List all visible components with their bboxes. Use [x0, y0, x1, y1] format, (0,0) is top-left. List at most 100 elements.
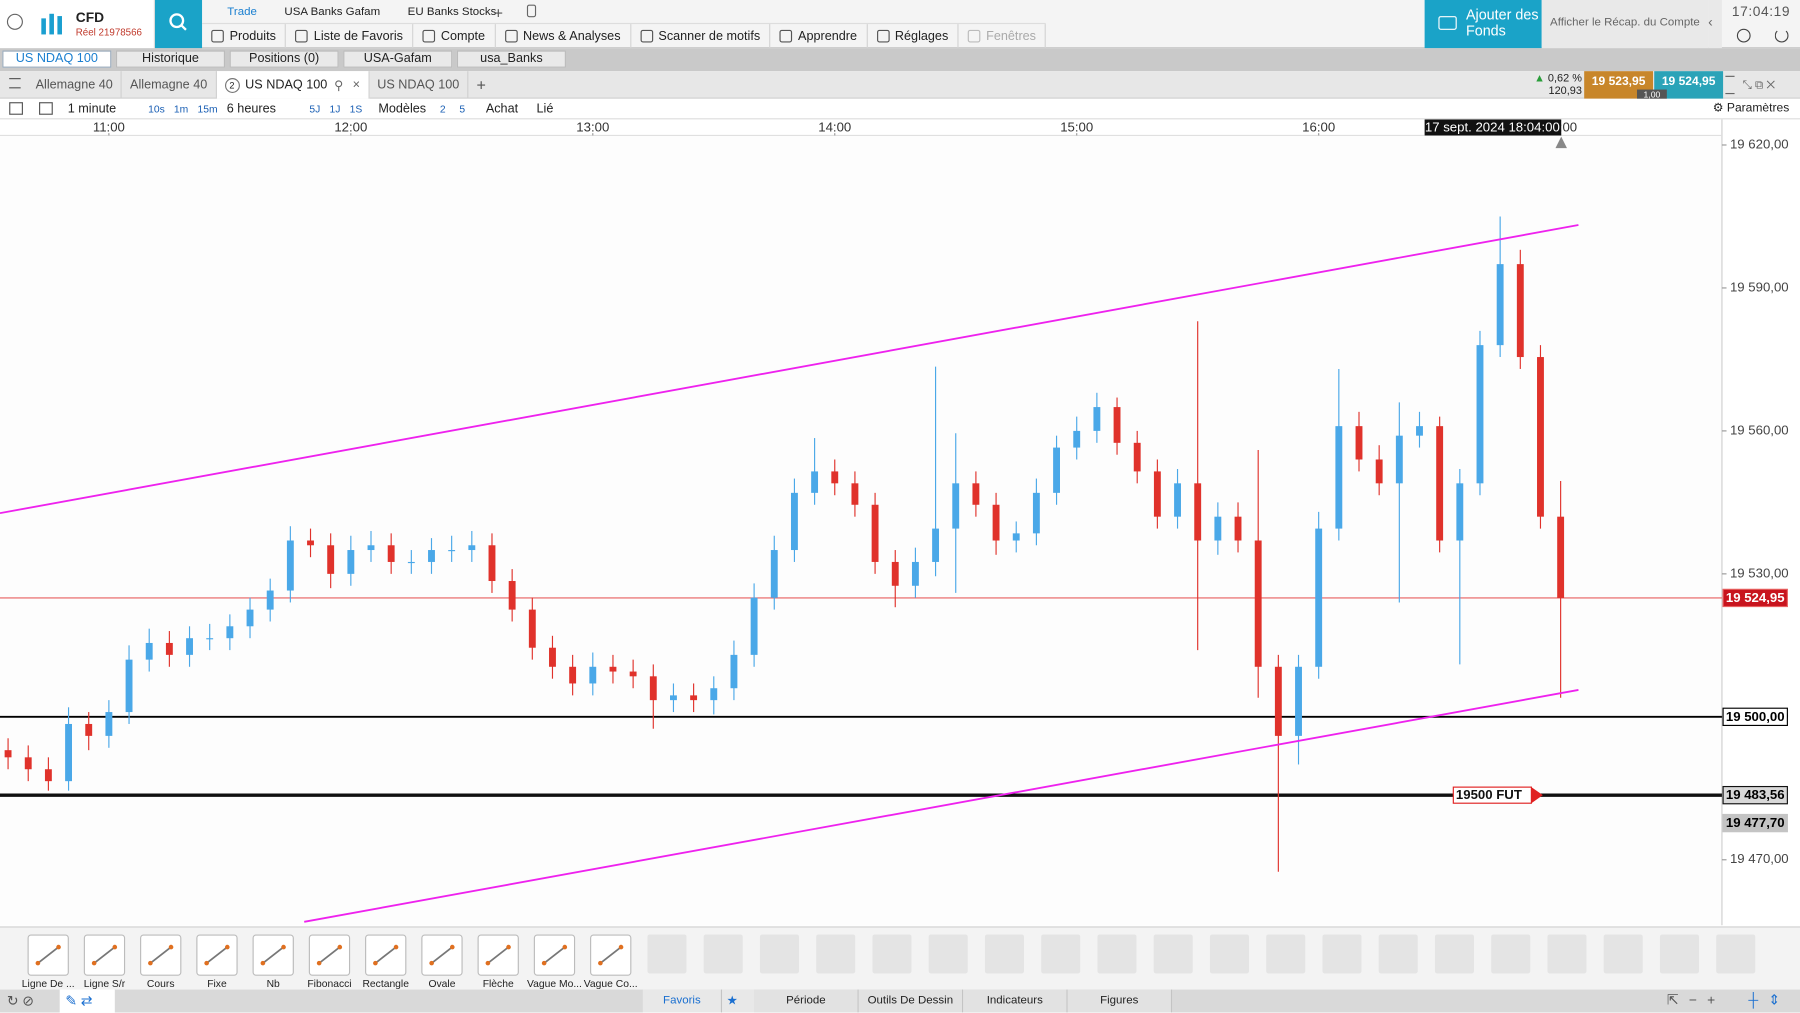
- count[interactable]: 5: [459, 103, 466, 115]
- account-summary[interactable]: Afficher le Récap. du Compte: [1541, 0, 1709, 49]
- quick-interval[interactable]: 15m: [197, 103, 218, 115]
- empty-slot[interactable]: [984, 934, 1024, 974]
- collapse-arrow[interactable]: ‹: [1708, 0, 1722, 49]
- add-chart-tab[interactable]: +: [476, 75, 486, 95]
- window-icons[interactable]: ⤡ ⧉ ✕: [1742, 79, 1776, 92]
- footer-tab[interactable]: Outils De Dessin: [858, 989, 964, 1013]
- empty-slot[interactable]: [1659, 934, 1699, 974]
- range[interactable]: 6 heures: [226, 102, 276, 116]
- empty-slot[interactable]: [1209, 934, 1249, 974]
- zoom-controls[interactable]: ⇱−+: [1666, 991, 1726, 1008]
- info-icon[interactable]: [1736, 28, 1751, 43]
- tool-button[interactable]: [83, 934, 126, 976]
- empty-slot[interactable]: [759, 934, 799, 974]
- order[interactable]: Achat: [485, 102, 519, 116]
- quick-range[interactable]: 1S: [349, 103, 363, 115]
- empty-slot[interactable]: [816, 934, 856, 974]
- chart-tab[interactable]: Allemagne 40: [122, 71, 217, 99]
- menu-item[interactable]: Scanner de motifs: [631, 24, 771, 49]
- tool-button[interactable]: [533, 934, 576, 976]
- empty-slot[interactable]: [1716, 934, 1756, 974]
- power-icon[interactable]: [1774, 28, 1789, 43]
- workspace-tab[interactable]: usa_Banks: [456, 50, 566, 68]
- header-tab[interactable]: EU Banks Stocks: [407, 5, 497, 18]
- empty-slot[interactable]: [1547, 934, 1587, 974]
- menu-item[interactable]: Compte: [413, 24, 496, 49]
- workspace-tab[interactable]: USA-Gafam: [343, 50, 453, 68]
- empty-slot[interactable]: [1153, 934, 1193, 974]
- add-funds-button[interactable]: Ajouter des Fonds: [1424, 0, 1542, 49]
- quick-range[interactable]: 5J: [309, 103, 321, 115]
- add-tab[interactable]: +: [493, 3, 504, 22]
- menu-item[interactable]: Apprendre: [770, 24, 868, 49]
- candle-body: [1153, 471, 1161, 517]
- candle-body: [1032, 492, 1040, 534]
- menu-item[interactable]: Fenêtres: [959, 24, 1047, 49]
- empty-slot[interactable]: [703, 934, 743, 974]
- menu-item[interactable]: Produits: [202, 24, 287, 49]
- upper-trendline[interactable]: [0, 224, 1579, 515]
- chart-tab[interactable]: Allemagne 40: [28, 71, 123, 99]
- tool-button[interactable]: [140, 934, 182, 976]
- tool-button[interactable]: [196, 934, 238, 976]
- empty-slot[interactable]: [872, 934, 912, 974]
- candle-body: [528, 609, 536, 648]
- empty-slot[interactable]: [1378, 934, 1418, 974]
- empty-slot[interactable]: [928, 934, 968, 974]
- footer-tab[interactable]: Figures: [1067, 989, 1173, 1013]
- menu-item[interactable]: News & Analyses: [495, 24, 631, 49]
- tab-icon[interactable]: [526, 4, 537, 18]
- empty-slot[interactable]: [1322, 934, 1362, 974]
- header-tab[interactable]: USA Banks Gafam: [284, 5, 381, 18]
- menu-item[interactable]: Liste de Favoris: [286, 24, 414, 49]
- link[interactable]: Lié: [536, 102, 554, 116]
- price-tag-label: 19 477,70: [1726, 815, 1785, 830]
- settings-label: Paramètres: [1726, 101, 1790, 115]
- tool-button[interactable]: [308, 934, 351, 976]
- quick-interval[interactable]: 1m: [173, 103, 189, 115]
- empty-slot[interactable]: [1097, 934, 1137, 974]
- tool-button[interactable]: [477, 934, 519, 976]
- footer-tab[interactable]: Favoris: [642, 989, 723, 1013]
- workspace-tab[interactable]: Positions (0): [229, 50, 339, 68]
- panel-icon[interactable]: [1725, 75, 1735, 95]
- menu-icon[interactable]: [9, 78, 21, 89]
- pen-tools[interactable]: ✎ ⇄: [59, 989, 115, 1013]
- lower-trendline[interactable]: [304, 689, 1579, 923]
- quantity[interactable]: 1,00: [1636, 89, 1667, 100]
- user-icon[interactable]: [6, 13, 23, 30]
- chart-tab[interactable]: 2 US NDAQ 100 ⚲ ×: [216, 71, 370, 99]
- footer-icons[interactable]: ↻ ⊘: [6, 992, 34, 1010]
- footer-tab[interactable]: Indicateurs: [963, 989, 1068, 1013]
- tool-button[interactable]: [421, 934, 463, 976]
- tool-button[interactable]: [27, 934, 69, 976]
- quick-interval[interactable]: 10s: [148, 103, 165, 115]
- candle-body: [1073, 430, 1081, 448]
- chart-tab[interactable]: US NDAQ 100: [369, 71, 469, 99]
- empty-slot[interactable]: [1434, 934, 1474, 974]
- empty-slot[interactable]: [647, 934, 687, 974]
- count[interactable]: 2: [439, 103, 446, 115]
- menu-item[interactable]: Réglages: [867, 24, 959, 49]
- tool-button[interactable]: [252, 934, 294, 976]
- empty-slot[interactable]: [1041, 934, 1081, 974]
- settings[interactable]: ⚙ Paramètres: [1712, 101, 1790, 115]
- empty-slot[interactable]: [1266, 934, 1306, 974]
- tool-button[interactable]: [590, 934, 632, 976]
- footer-tab[interactable]: Période: [754, 989, 859, 1013]
- templates[interactable]: Modèles: [378, 102, 427, 116]
- workspace-tab[interactable]: US NDAQ 100: [2, 50, 112, 68]
- grid-icon[interactable]: [39, 102, 53, 115]
- layout-icon[interactable]: [9, 102, 23, 115]
- tab-close[interactable]: ×: [352, 78, 360, 92]
- favorite-star[interactable]: ★: [722, 989, 755, 1013]
- crosshair-controls[interactable]: ┼⇕: [1748, 991, 1791, 1008]
- interval[interactable]: 1 minute: [67, 102, 117, 116]
- empty-slot[interactable]: [1491, 934, 1531, 974]
- search-button[interactable]: [154, 0, 203, 49]
- quick-range[interactable]: 1J: [329, 103, 341, 115]
- header-tab[interactable]: Trade: [227, 5, 257, 18]
- empty-slot[interactable]: [1603, 934, 1643, 974]
- tool-button[interactable]: [365, 934, 407, 976]
- workspace-tab[interactable]: Historique: [115, 50, 226, 68]
